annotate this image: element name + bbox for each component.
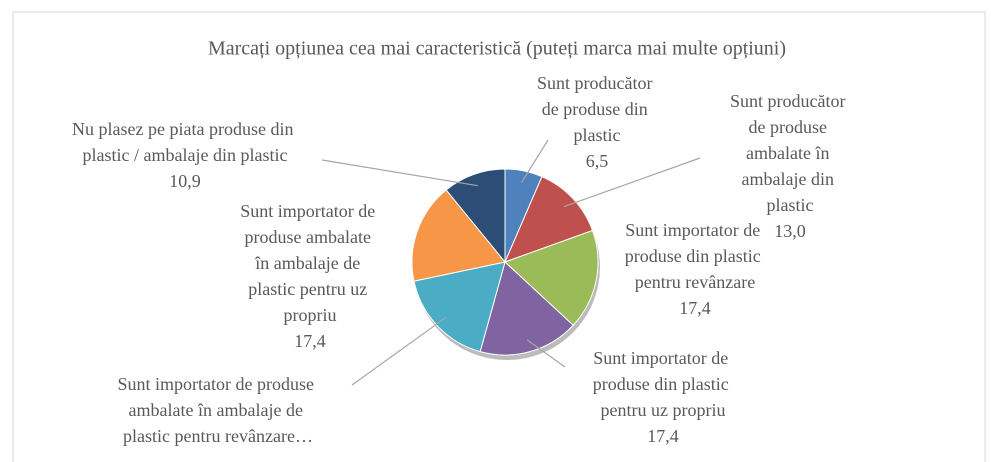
pie-slice (504, 229, 599, 326)
data-label-value: 10,9 (169, 171, 201, 191)
leader-line (563, 157, 701, 208)
pie-slice (504, 175, 594, 263)
pie-slice (411, 189, 506, 282)
pie-slice (445, 168, 506, 264)
leader-line (526, 339, 566, 368)
data-label-value: 17,4 (679, 298, 711, 318)
data-label-value: 17,4 (294, 331, 326, 351)
pie-slice (479, 261, 574, 356)
chart-title: Marcați opțiunea cea mai caracteristică … (208, 38, 786, 60)
data-label-category: Sunt importator de produse din plastic p… (625, 220, 765, 292)
data-label-category: Sunt producător de produse din plastic (537, 73, 657, 145)
data-label-value: 13,0 (774, 221, 806, 241)
data-label-value: 6,5 (586, 151, 609, 171)
data-label-category: Sunt importator de produse ambalate în a… (118, 374, 319, 446)
leader-line (351, 316, 447, 386)
data-label-category: Sunt importator de produse ambalate în a… (240, 201, 379, 325)
pie-slice (413, 261, 506, 353)
data-label-value: 17,4 (647, 426, 679, 446)
leader-line (321, 159, 478, 187)
leader-line (520, 139, 549, 184)
data-label-category: Sunt producător de produse ambalate în a… (730, 91, 850, 215)
data-label-category: Nu plasez pe piata produse din plastic /… (72, 119, 298, 165)
data-label-category: Sunt importator de produse din plastic p… (593, 348, 733, 420)
